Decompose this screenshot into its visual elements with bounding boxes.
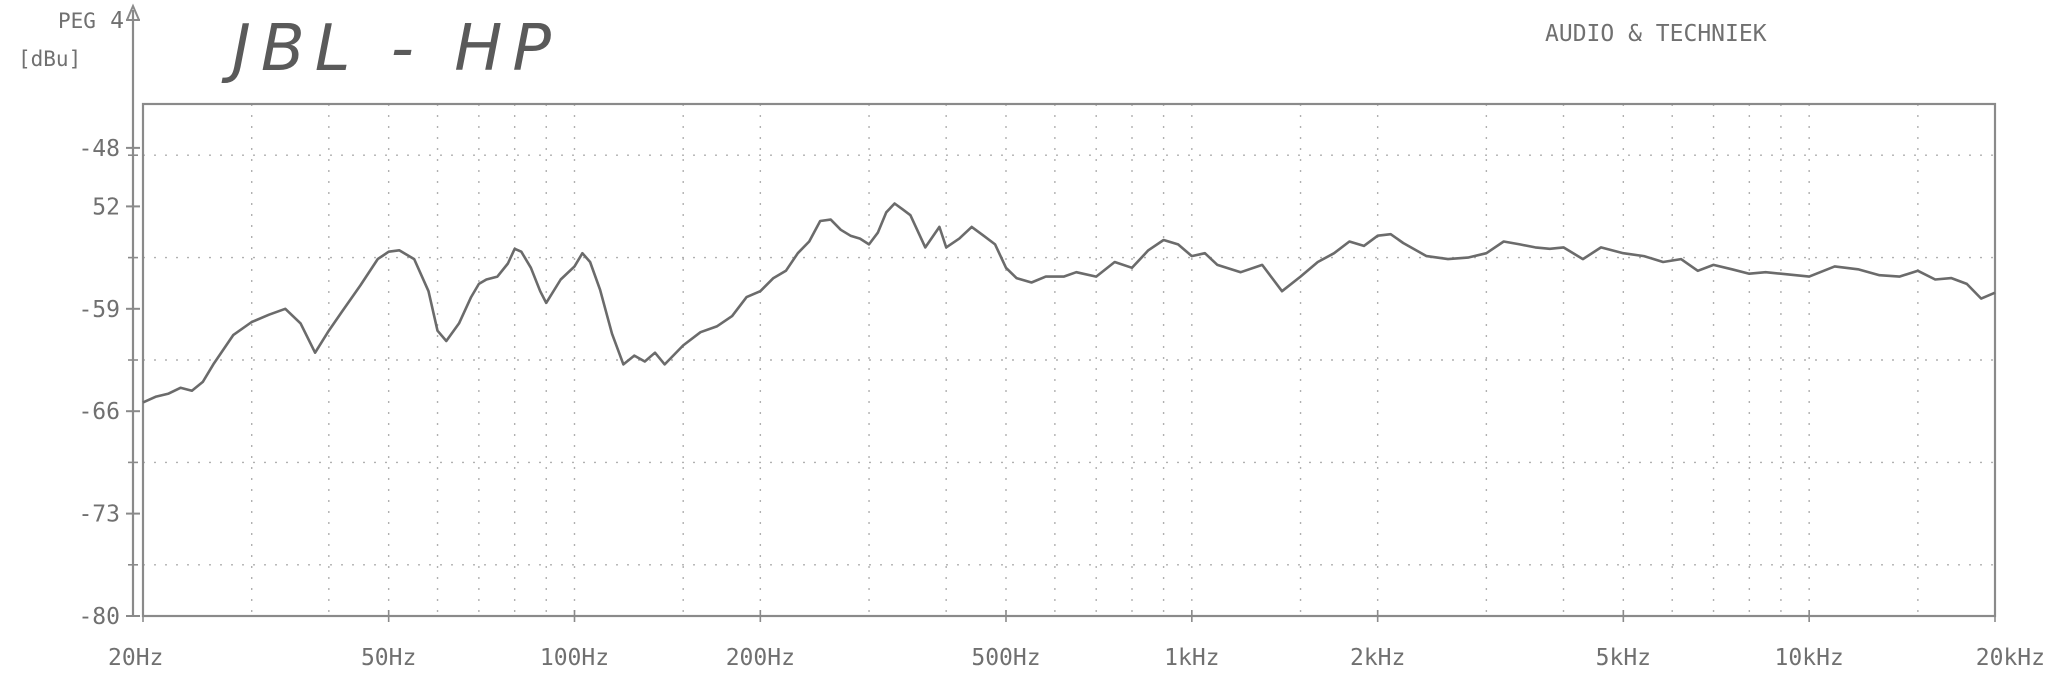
- y-axis-arrow: [126, 3, 140, 21]
- chart-grid: [143, 104, 1995, 616]
- y-tick-label: -59: [78, 297, 120, 323]
- x-tick-label: 5kHz: [1596, 645, 1651, 671]
- y-tick-label: 4: [110, 8, 124, 34]
- y-tick-label: 52: [92, 194, 120, 220]
- x-tick-label: 10kHz: [1775, 645, 1844, 671]
- y-axis-label-line2: [dBu]: [18, 47, 81, 71]
- x-tick-label: 2kHz: [1350, 645, 1405, 671]
- y-axis: 4 -48 52 -59 -66 -73 -80: [78, 3, 140, 630]
- series-line: [142, 202, 1996, 404]
- y-axis-label-line1: PEG: [58, 9, 96, 33]
- y-tick-label: -66: [78, 399, 120, 425]
- y-tick-label: -48: [78, 136, 120, 162]
- x-tick-label: 100Hz: [540, 645, 609, 671]
- x-tick-label: 500Hz: [971, 645, 1040, 671]
- y-tick-label: -80: [78, 604, 120, 630]
- plot-frame: [141, 102, 1997, 618]
- x-tick-label: 20Hz: [108, 645, 163, 671]
- x-tick-label: 20kHz: [1976, 645, 2045, 671]
- y-tick-label: -73: [78, 502, 120, 528]
- brand-label: AUDIO & TECHNIEK: [1545, 21, 1767, 47]
- x-axis: 20Hz 50Hz 100Hz 200Hz 500Hz 1kHz 2kHz 5kHz 10kHz…: [108, 610, 2045, 671]
- chart-title: JBL - HP: [221, 12, 561, 86]
- x-tick-label: 1kHz: [1164, 645, 1219, 671]
- x-tick-label: 200Hz: [726, 645, 795, 671]
- x-tick-label: 50Hz: [361, 645, 416, 671]
